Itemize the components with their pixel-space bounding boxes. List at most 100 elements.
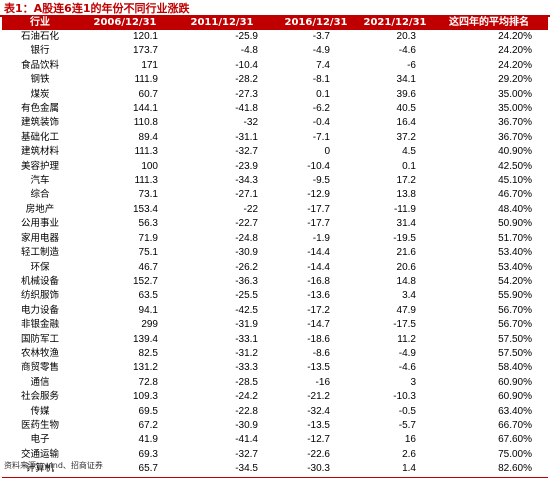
value-2006-cell: 110.8 bbox=[133, 117, 158, 129]
value-2021-cell: 4.5 bbox=[402, 146, 416, 158]
table-title: 表1：A股连6连1的年份不同行业涨跌 bbox=[4, 2, 190, 15]
value-2011-cell: -32.7 bbox=[235, 146, 258, 158]
column-header: 2006/12/31 bbox=[78, 16, 172, 30]
value-2006-cell: 120.1 bbox=[132, 31, 158, 42]
industry-name-cell: 轻工制造 bbox=[20, 247, 59, 259]
value-2011-cell: -32 bbox=[243, 117, 258, 129]
value-2006-cell: 139.4 bbox=[132, 333, 158, 345]
value-2021-cell: 11.2 bbox=[397, 333, 416, 345]
table-row: 社会服务 109.3 -24.2 -21.2 -10.3 60.90% bbox=[2, 390, 548, 404]
table-row: 纺织服饰 63.5 -25.5 -13.6 3.4 55.90% bbox=[2, 289, 548, 303]
table-row: 基础化工 89.4 -31.1 -7.1 37.2 36.70% bbox=[2, 131, 548, 145]
table-row: 钢铁 111.9 -28.2 -8.1 34.1 29.20% bbox=[2, 73, 548, 87]
value-2016-cell: -32.4 bbox=[307, 405, 330, 417]
avg-rank-cell: 60.90% bbox=[498, 391, 532, 403]
value-2011-cell: -25.5 bbox=[235, 290, 258, 302]
avg-rank-cell: 36.70% bbox=[498, 117, 532, 129]
industry-name-cell: 汽车 bbox=[30, 175, 50, 187]
value-2016-cell: -14.7 bbox=[307, 319, 330, 331]
value-2016-cell: -12.7 bbox=[307, 434, 330, 446]
avg-rank-cell: 29.20% bbox=[498, 74, 532, 86]
value-2011-cell: -34.3 bbox=[235, 175, 258, 187]
value-2016-cell: -21.2 bbox=[307, 391, 330, 403]
industry-name-cell: 商贸零售 bbox=[20, 362, 59, 374]
value-2021-cell: -17.5 bbox=[393, 319, 416, 331]
value-2011-cell: -10.4 bbox=[235, 59, 258, 71]
table-row: 房地产 153.4 -22 -17.7 -11.9 48.40% bbox=[2, 203, 548, 217]
avg-rank-cell: 24.20% bbox=[498, 45, 532, 57]
avg-rank-cell: 24.20% bbox=[498, 31, 532, 42]
value-2011-cell: -26.2 bbox=[235, 261, 258, 273]
column-header: 2021/12/31 bbox=[360, 16, 430, 30]
value-2021-cell: 3.4 bbox=[402, 290, 416, 302]
industry-name-cell: 交通运输 bbox=[20, 448, 59, 460]
avg-rank-cell: 45.10% bbox=[498, 175, 532, 187]
avg-rank-cell: 42.50% bbox=[498, 160, 532, 172]
industry-name-cell: 农林牧渔 bbox=[20, 347, 59, 359]
table-row: 汽车 111.3 -34.3 -9.5 17.2 45.10% bbox=[2, 174, 548, 188]
value-2016-cell: -14.4 bbox=[307, 261, 330, 273]
value-2021-cell: 1.4 bbox=[360, 462, 430, 478]
value-2006-cell: 82.5 bbox=[138, 347, 158, 359]
avg-rank-cell: 58.40% bbox=[498, 362, 532, 374]
value-2016-cell: -13.5 bbox=[307, 419, 330, 431]
value-2021-cell: 39.6 bbox=[396, 88, 416, 100]
value-2021-cell: -10.3 bbox=[393, 391, 416, 403]
table-row: 家用电器 71.9 -24.8 -1.9 -19.5 51.70% bbox=[2, 232, 548, 246]
table-row: 机械设备 152.7 -36.3 -16.8 14.8 54.20% bbox=[2, 275, 548, 289]
value-2011-cell: -28.2 bbox=[235, 74, 258, 86]
value-2021-cell: 16.4 bbox=[396, 117, 416, 129]
avg-rank-cell: 35.00% bbox=[498, 88, 532, 100]
table-body: 石油石化 120.1 -25.9 -3.7 20.3 24.20% 银行 173.7 -4.8 -… bbox=[2, 30, 548, 478]
value-2011-cell: -31.2 bbox=[235, 347, 258, 359]
value-2016-cell: -13.6 bbox=[307, 290, 330, 302]
value-2016-cell: -22.6 bbox=[307, 448, 330, 460]
value-2021-cell: 14.8 bbox=[396, 275, 416, 287]
value-2011-cell: -25.9 bbox=[235, 31, 258, 42]
value-2021-cell: 31.4 bbox=[396, 218, 416, 230]
value-2021-cell: 20.6 bbox=[396, 261, 416, 273]
value-2021-cell: 16 bbox=[404, 434, 416, 446]
value-2016-cell: 0 bbox=[324, 146, 330, 158]
avg-rank-cell: 55.90% bbox=[498, 290, 532, 302]
value-2021-cell: -0.5 bbox=[398, 405, 416, 417]
industry-name-cell: 银行 bbox=[30, 45, 50, 57]
industry-name-cell: 传媒 bbox=[30, 405, 50, 417]
value-2016-cell: -9.5 bbox=[312, 175, 330, 187]
value-2021-cell: -4.9 bbox=[398, 347, 416, 359]
avg-rank-cell: 40.90% bbox=[498, 146, 532, 158]
value-2006-cell: 152.7 bbox=[132, 275, 158, 287]
avg-rank-cell: 63.40% bbox=[498, 405, 532, 417]
industry-name-cell: 食品饮料 bbox=[20, 59, 59, 71]
table-row: 交通运输 69.3 -32.7 -22.6 2.6 75.00% bbox=[2, 448, 548, 462]
value-2016-cell: -12.9 bbox=[307, 189, 330, 201]
avg-rank-cell: 53.40% bbox=[498, 247, 532, 259]
avg-rank-cell: 53.40% bbox=[498, 261, 532, 273]
value-2011-cell: -42.5 bbox=[235, 304, 258, 316]
industry-name-cell: 公用事业 bbox=[20, 218, 59, 230]
value-2006-cell: 67.2 bbox=[138, 419, 158, 431]
value-2006-cell: 299 bbox=[141, 319, 158, 331]
value-2016-cell: -18.6 bbox=[307, 333, 330, 345]
value-2011-cell: -32.7 bbox=[235, 448, 258, 460]
value-2011-cell: -24.8 bbox=[235, 232, 258, 244]
value-2011-cell: -4.8 bbox=[240, 45, 258, 57]
value-2006-cell: 73.1 bbox=[138, 189, 158, 201]
table-row: 建筑材料 111.3 -32.7 0 4.5 40.90% bbox=[2, 145, 548, 159]
value-2006-cell: 173.7 bbox=[132, 45, 158, 57]
table-row: 银行 173.7 -4.8 -4.9 -4.6 24.20% bbox=[2, 44, 548, 58]
header-row: 行业 2006/12/31 2011/12/31 2016/12/31 2021/12/… bbox=[2, 16, 548, 30]
avg-rank-cell: 36.70% bbox=[498, 131, 532, 143]
value-2016-cell: -0.4 bbox=[312, 117, 330, 129]
value-2016-cell: -13.5 bbox=[307, 362, 330, 374]
value-2011-cell: -31.1 bbox=[235, 131, 258, 143]
value-2011-cell: -41.8 bbox=[235, 103, 258, 115]
value-2011-cell: -27.3 bbox=[235, 88, 258, 100]
value-2021-cell: -4.6 bbox=[398, 45, 416, 57]
value-2006-cell: 109.3 bbox=[132, 391, 158, 403]
avg-rank-cell: 56.70% bbox=[498, 304, 532, 316]
avg-rank-cell: 50.90% bbox=[498, 218, 532, 230]
value-2021-cell: 2.6 bbox=[402, 448, 416, 460]
value-2006-cell: 171 bbox=[141, 59, 158, 71]
value-2011-cell: -31.9 bbox=[235, 319, 258, 331]
